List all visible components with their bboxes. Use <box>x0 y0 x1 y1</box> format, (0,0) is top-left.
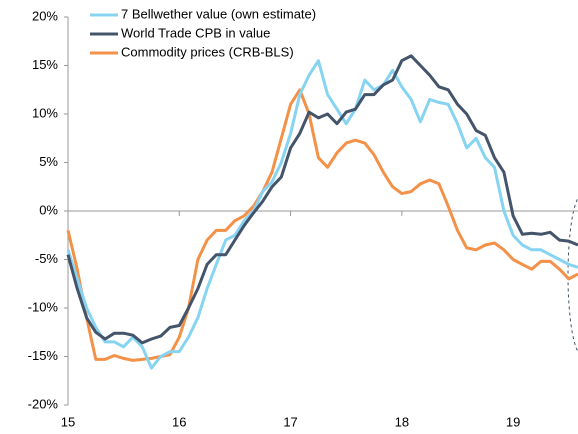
x-tick-label: 17 <box>283 414 297 429</box>
x-tick-label: 18 <box>395 414 409 429</box>
y-tick-label: -20% <box>28 396 59 411</box>
y-tick-label: 10% <box>32 105 58 120</box>
y-tick-label: -15% <box>28 348 59 363</box>
legend-label: World Trade CPB in value <box>121 25 270 40</box>
legend-label: 7 Bellwether value (own estimate) <box>121 6 316 21</box>
x-tick-label: 16 <box>172 414 186 429</box>
series-line <box>66 59 578 370</box>
y-tick-label: -5% <box>35 251 59 266</box>
series-line <box>66 54 578 345</box>
legend-label: Commodity prices (CRB-BLS) <box>121 44 294 59</box>
series-line <box>66 88 578 362</box>
x-tick-label: 19 <box>506 414 520 429</box>
y-tick-label: 0% <box>39 202 58 217</box>
x-tick-label: 15 <box>61 414 75 429</box>
y-tick-label: 15% <box>32 57 58 72</box>
y-tick-label: -10% <box>28 299 59 314</box>
y-tick-label: 20% <box>32 8 58 23</box>
y-tick-label: 5% <box>39 154 58 169</box>
